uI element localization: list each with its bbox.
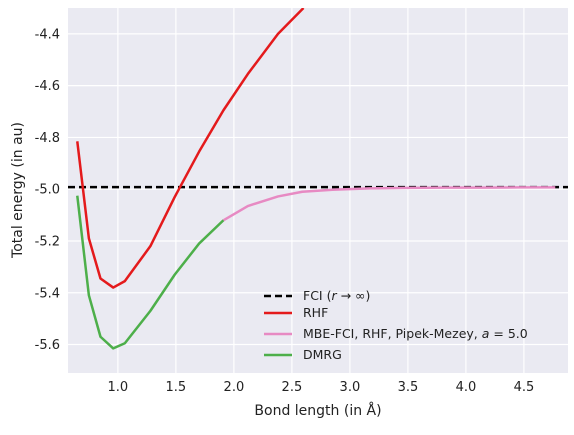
x-axis-label: Bond length (in Å) [254, 402, 381, 419]
legend-label-fci: FCI (r → ∞) [303, 288, 370, 303]
series-line-mbe-fci [222, 186, 556, 222]
legend-label-mbe-fci: MBE-FCI, RHF, Pipek-Mezey, a = 5.0 [303, 326, 528, 341]
x-tick-label: 1.5 [166, 380, 187, 395]
y-tick-label: -4.6 [35, 79, 60, 94]
y-tick-label: -5.0 [35, 183, 60, 198]
x-tick-labels: 1.0 1.5 2.0 2.5 3.0 3.5 4.0 4.5 [108, 380, 535, 395]
series-line-rhf [76, 8, 305, 289]
y-tick-labels: -4.4 -4.6 -4.8 -5.0 -5.2 -5.4 -5.6 [35, 27, 60, 353]
y-tick-label: -5.4 [35, 286, 60, 301]
x-tick-label: 3.5 [398, 380, 419, 395]
x-tick-label: 4.0 [456, 380, 477, 395]
legend: FCI (r → ∞) RHF MBE-FCI, RHF, Pipek-Meze… [264, 288, 528, 362]
y-tick-label: -5.6 [35, 338, 60, 353]
y-tick-label: -4.4 [35, 27, 60, 42]
series-layer [68, 8, 568, 350]
y-tick-label: -5.2 [35, 234, 60, 249]
x-tick-label: 4.5 [514, 380, 535, 395]
y-tick-label: -4.8 [35, 131, 60, 146]
y-axis-label: Total energy (in au) [10, 122, 26, 259]
x-tick-label: 2.0 [224, 380, 245, 395]
legend-label-rhf: RHF [303, 305, 328, 320]
grid-y [68, 33, 568, 346]
x-tick-label: 1.0 [108, 380, 129, 395]
legend-label-dmrg: DMRG [303, 347, 342, 362]
series-line-dmrg [76, 195, 225, 350]
x-tick-label: 2.5 [282, 380, 303, 395]
x-tick-label: 3.0 [340, 380, 361, 395]
